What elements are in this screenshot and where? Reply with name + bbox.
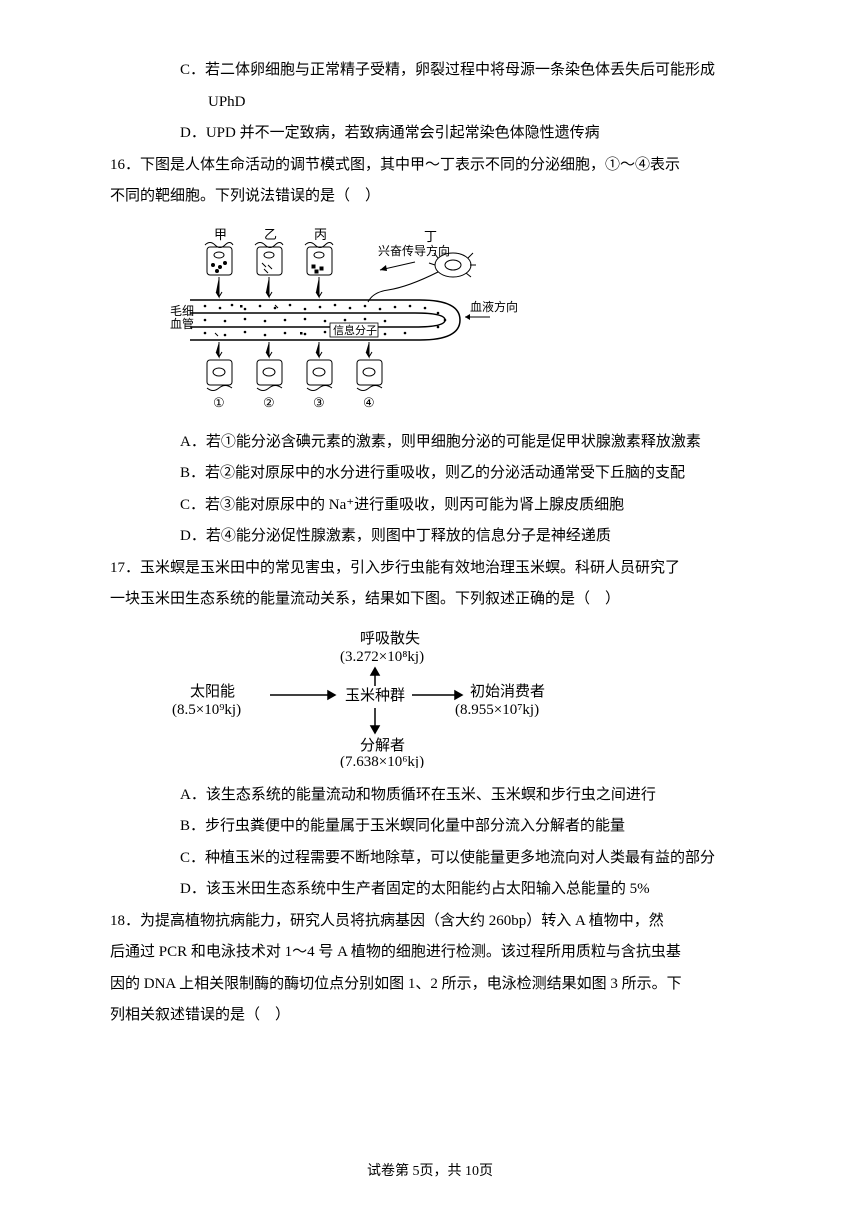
q18-stem-1: 18．为提高植物抗病能力，研究人员将抗病基因（含大约 260bp）转入 A 植物…	[110, 906, 750, 938]
q17-option-a: A．该生态系统的能量流动和物质循环在玉米、玉米螟和步行虫之间进行	[110, 780, 750, 812]
svg-text:①: ①	[213, 395, 225, 410]
svg-text:初始消费者: 初始消费者	[470, 683, 545, 700]
q17-stem-2: 一块玉米田生态系统的能量流动关系，结果如下图。下列叙述正确的是（ ）	[110, 584, 750, 616]
svg-text:丙: 丙	[314, 227, 327, 242]
svg-text:③: ③	[313, 395, 325, 410]
svg-text:②: ②	[263, 395, 275, 410]
q16-stem-1: 16．下图是人体生命活动的调节模式图，其中甲～丁表示不同的分泌细胞，①～④表示	[110, 150, 750, 182]
svg-text:④: ④	[363, 395, 375, 410]
svg-text:(7.638×10⁶kj): (7.638×10⁶kj)	[340, 754, 424, 768]
q17-option-d: D．该玉米田生态系统中生产者固定的太阳能约占太阳输入总能量的 5%	[110, 874, 750, 906]
svg-text:太阳能: 太阳能	[190, 683, 235, 700]
q15-option-d: D．UPD 并不一定致病，若致病通常会引起常染色体隐性遗传病	[110, 118, 750, 150]
q18-stem-2: 后通过 PCR 和电泳技术对 1～4 号 A 植物的细胞进行检测。该过程所用质粒…	[110, 937, 750, 969]
q17-option-c: C．种植玉米的过程需要不断地除草，可以使能量更多地流向对人类最有益的部分	[110, 843, 750, 875]
svg-text:乙: 乙	[264, 227, 277, 242]
svg-text:血液方向: 血液方向	[470, 299, 518, 314]
q16-option-a: A．若①能分泌含碘元素的激素，则甲细胞分泌的可能是促甲状腺激素释放激素	[110, 427, 750, 459]
svg-text:毛细血管: 毛细血管	[170, 304, 194, 331]
q15-option-c: C．若二体卵细胞与正常精子受精，卵裂过程中将母源一条染色体丢失后可能形成UPhD	[152, 55, 750, 118]
page-footer: 试卷第 5页，共 10页	[0, 1157, 860, 1186]
svg-text:(8.5×10⁹kj): (8.5×10⁹kj)	[172, 702, 241, 718]
svg-text:呼吸散失: 呼吸散失	[360, 630, 420, 647]
q16-option-d: D．若④能分泌促性腺激素，则图中丁释放的信息分子是神经递质	[110, 521, 750, 553]
svg-text:(3.272×10⁸kj): (3.272×10⁸kj)	[340, 649, 424, 665]
q18-stem-3: 因的 DNA 上相关限制酶的酶切位点分别如图 1、2 所示，电泳检测结果如图 3…	[110, 969, 750, 1001]
q16-option-c: C．若③能对原尿中的 Na⁺进行重吸收，则丙可能为肾上腺皮质细胞	[110, 490, 750, 522]
svg-text:丁: 丁	[424, 229, 437, 244]
svg-text:(8.955×10⁷kj): (8.955×10⁷kj)	[455, 702, 539, 718]
svg-text:玉米种群: 玉米种群	[345, 687, 405, 704]
q17-option-b: B．步行虫粪便中的能量属于玉米螟同化量中部分流入分解者的能量	[110, 811, 750, 843]
q16-figure: 甲 乙 丙 丁 兴奋传导方向 血液方向 信息分子 毛细血管	[170, 221, 750, 419]
svg-text:分解者: 分解者	[360, 737, 405, 754]
svg-text:信息分子: 信息分子	[333, 323, 377, 337]
q17-figure: 呼吸散失 (3.272×10⁸kj) 太阳能 (8.5×10⁹kj) 玉米种群 …	[170, 624, 750, 772]
q18-stem-4: 列相关叙述错误的是（ ）	[110, 1000, 750, 1032]
q16-option-b: B．若②能对原尿中的水分进行重吸收，则乙的分泌活动通常受下丘脑的支配	[110, 458, 750, 490]
svg-text:甲: 甲	[214, 227, 227, 242]
q17-stem-1: 17．玉米螟是玉米田中的常见害虫，引入步行虫能有效地治理玉米螟。科研人员研究了	[110, 553, 750, 585]
svg-text:兴奋传导方向: 兴奋传导方向	[378, 243, 450, 258]
q16-stem-2: 不同的靶细胞。下列说法错误的是（ ）	[110, 181, 750, 213]
